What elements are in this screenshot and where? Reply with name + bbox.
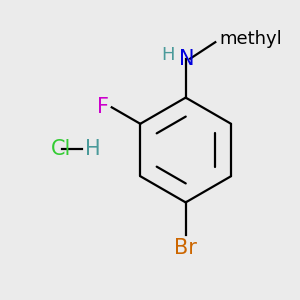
Text: Cl: Cl — [51, 139, 71, 158]
Text: methyl: methyl — [220, 30, 283, 48]
Text: F: F — [98, 97, 110, 117]
Text: H: H — [85, 139, 101, 158]
Text: N: N — [179, 49, 195, 69]
Text: H: H — [161, 46, 174, 64]
Text: Br: Br — [174, 238, 197, 258]
